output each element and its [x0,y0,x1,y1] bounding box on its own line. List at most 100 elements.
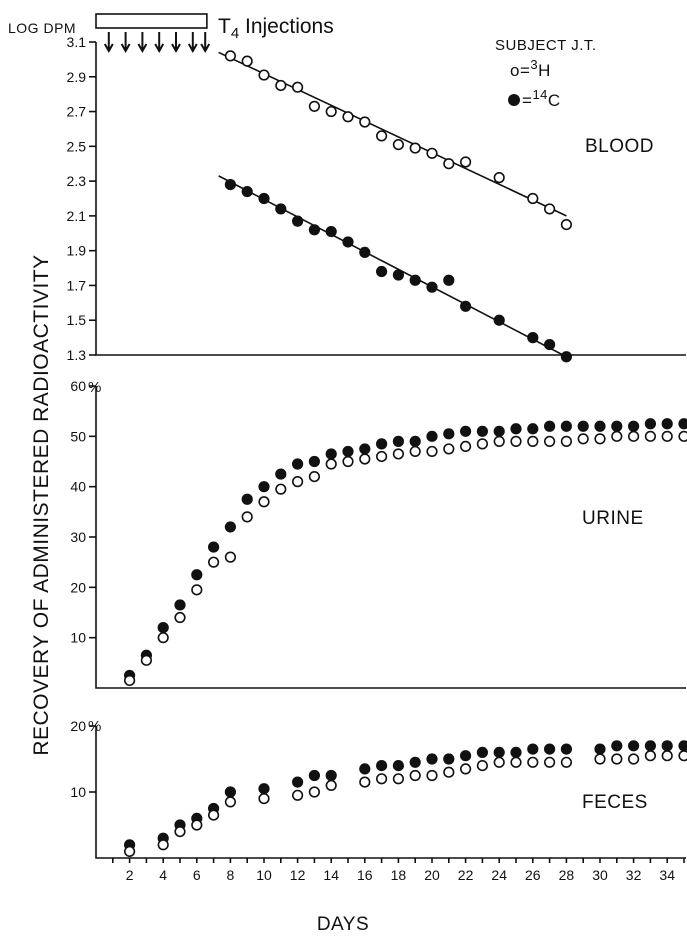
blood-point-filled [544,338,556,351]
x-tick-label: 10 [256,867,272,883]
injection-arrow [137,32,148,54]
urine-point-filled [409,435,421,447]
blood-y-tick-label: 2.7 [67,104,87,120]
blood-point-open [392,138,405,151]
feces-point-filled [594,743,606,755]
x-tick-label: 32 [626,867,642,883]
urine-point-open [443,443,455,455]
injection-label-rest: Injections [239,15,334,38]
x-tick-label: 6 [193,867,201,883]
urine-y-tick-label: 10 [70,630,86,646]
legend-filled-marker [508,94,520,106]
urine-point-open [510,435,522,447]
injection-period-bar [95,13,208,29]
blood-fit-line-open [218,51,567,217]
injection-arrow [103,32,114,54]
urine-point-filled [376,438,388,450]
blood-fit-line-filled [218,175,571,360]
urine-point-filled [560,420,573,432]
blood-point-filled [376,265,388,278]
urine-point-filled [308,455,320,468]
feces-point-open [426,769,438,782]
urine-point-filled [476,425,488,437]
urine-point-open [527,435,539,447]
urine-y-tick-label: 50 [70,428,86,444]
legend-3h-post: H [538,61,551,80]
blood-point-filled [241,185,253,198]
blood-point-filled [308,224,320,236]
feces-point-open [308,786,321,798]
blood-point-open [527,192,539,205]
feces-point-open [678,750,687,762]
urine-point-open [140,654,152,666]
x-tick-label: 2 [126,867,134,883]
blood-point-filled [443,274,455,286]
urine-point-filled [493,425,505,437]
feces-point-filled [644,740,657,752]
urine-point-filled [258,481,270,493]
x-tick-label: 24 [491,867,507,883]
urine-panel-title: URINE [582,508,644,529]
x-tick-label: 8 [227,867,235,883]
blood-point-filled [275,203,287,215]
feces-point-filled [376,760,388,772]
blood-point-open [543,203,556,215]
urine-point-open [208,556,220,568]
blood-point-filled [460,300,472,312]
feces-point-open [409,769,421,782]
blood-y-tick-label: 1.5 [67,312,87,328]
urine-point-open [191,584,203,596]
feces-point-filled [359,763,371,775]
urine-y-tick-label: 30 [70,529,86,545]
urine-point-filled [241,493,253,505]
feces-point-open [224,796,236,808]
svg-text:=14C: =14C [522,87,561,110]
feces-point-open [208,809,220,821]
urine-point-filled [342,445,354,458]
blood-axes [95,42,686,356]
blood-point-open [560,218,573,231]
injection-arrow [120,32,131,54]
urine-point-filled [443,428,455,440]
feces-point-filled [560,743,573,755]
feces-point-open [325,779,337,792]
blood-y-tick-label: 1.3 [67,347,87,363]
feces-point-filled [493,746,505,759]
x-tick-label: 4 [159,867,167,883]
subject-label: SUBJECT J.T. [495,37,597,54]
feces-point-open [392,773,405,785]
injection-arrow [171,32,181,54]
feces-point-filled [678,740,687,752]
blood-point-open [292,81,304,93]
urine-point-filled [275,468,287,480]
blood-y-tick-label: 1.9 [67,243,87,259]
blood-panel: LOG DPM BLOOD 1.3 1.5 1.7 1.9 2.1 2.3 2.5 2.7 2.… [8,13,686,363]
urine-point-filled [392,435,404,447]
urine-panel: % URINE 10 20 30 40 50 60 [70,378,687,689]
feces-point-open [594,753,606,765]
injection-label-sub: 4 [231,25,239,42]
urine-point-open [476,438,489,450]
blood-point-open [308,100,321,112]
urine-point-filled [594,420,606,432]
blood-point-open [241,55,253,67]
urine-point-open [392,448,405,460]
feces-y-tick-label: 20 [70,718,86,734]
urine-y-tick-label: 20 [70,579,86,595]
feces-point-open [493,756,505,768]
blood-y-tick-label: 2.9 [67,69,87,85]
urine-point-open [661,430,673,442]
blood-point-filled [292,215,304,227]
urine-point-filled [611,420,623,432]
legend-item-3h: o=3H [510,57,551,80]
feces-point-open [627,753,640,765]
feces-point-open [157,839,169,851]
feces-point-open [543,756,556,768]
feces-point-open [560,756,573,768]
feces-point-open [460,763,472,775]
blood-point-filled [527,332,539,344]
feces-point-open [611,753,623,765]
urine-point-open [678,430,687,442]
